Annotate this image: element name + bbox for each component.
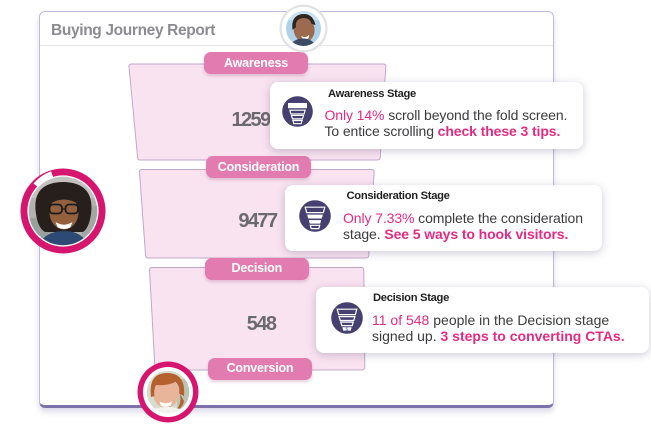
svg-text:$: $ — [346, 326, 349, 332]
